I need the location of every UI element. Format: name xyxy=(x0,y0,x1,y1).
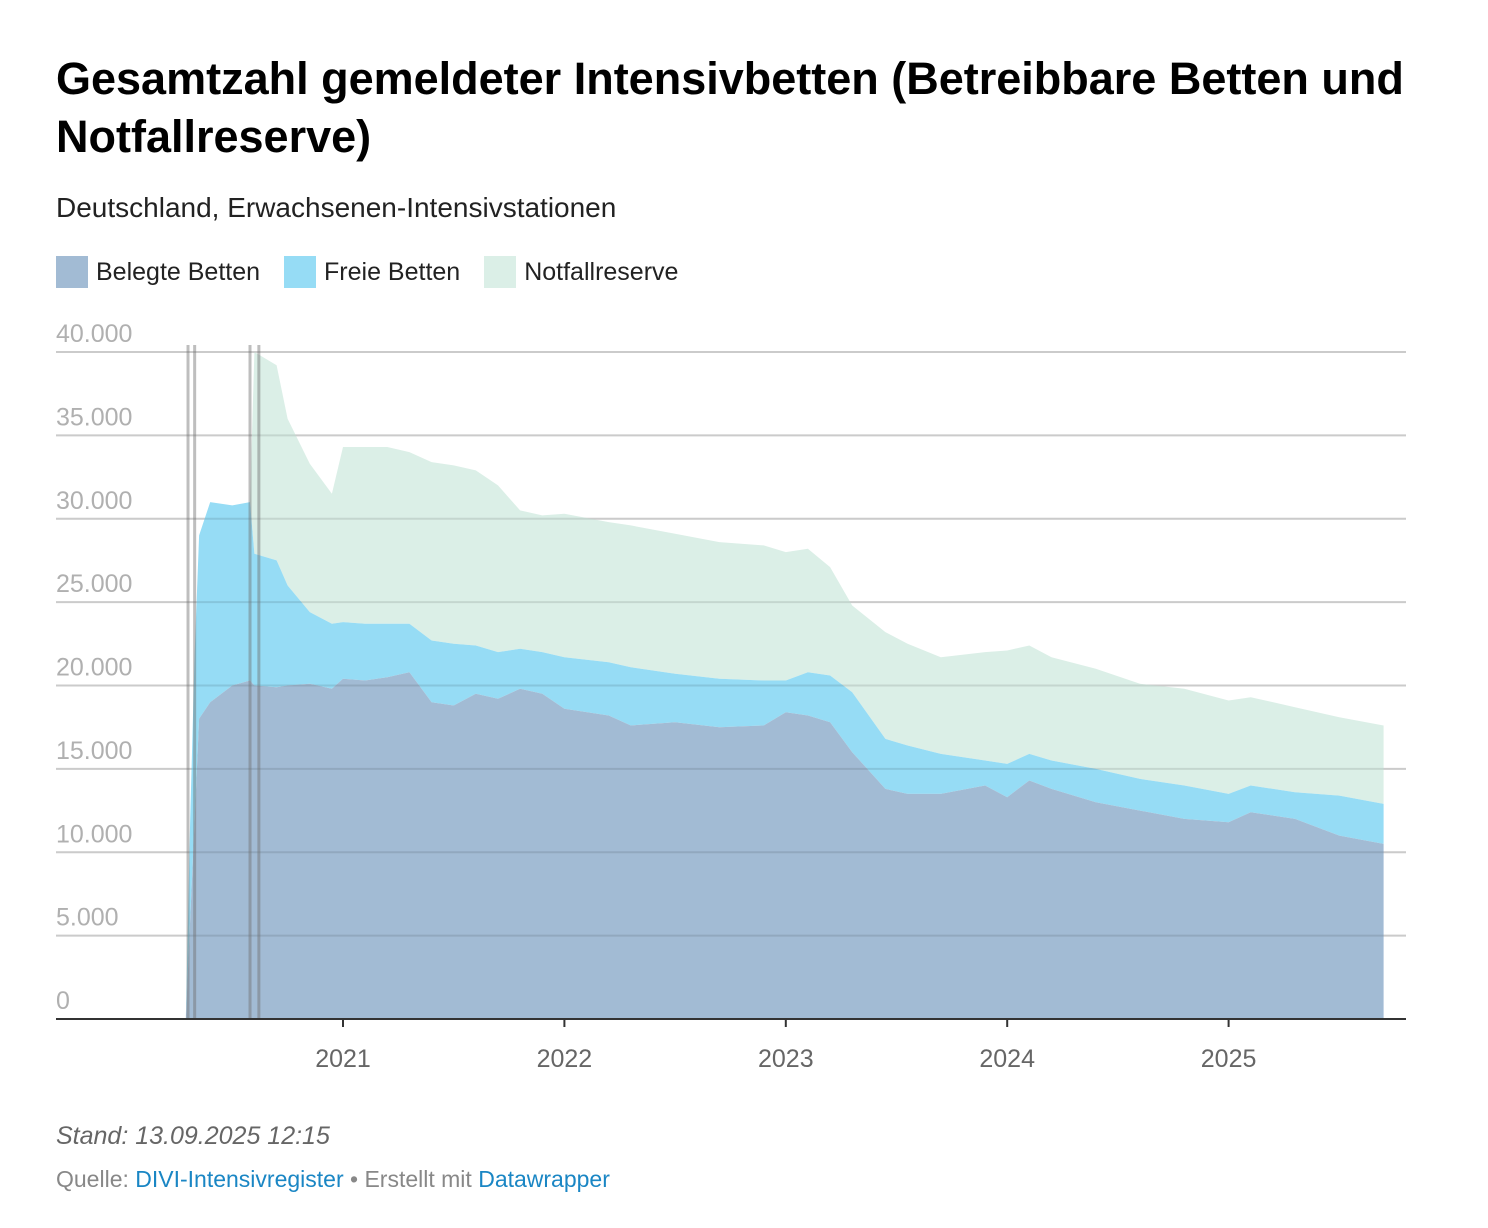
y-tick-label-0: 0 xyxy=(56,987,70,1015)
y-tick-label-25000: 25.000 xyxy=(56,570,132,598)
y-tick-label-40000: 40.000 xyxy=(56,320,132,348)
y-tick-label-15000: 15.000 xyxy=(56,737,132,765)
chart-subtitle: Deutschland, Erwachsenen-Intensivstation… xyxy=(56,192,617,223)
legend: Belegte Betten Freie Betten Notfallreser… xyxy=(56,256,702,288)
area-chart: 0 5.000 10.000 15.000 20.000 25.000 30.000 35.0… xyxy=(56,320,1406,1073)
legend-item-belegte-betten: Belegte Betten xyxy=(56,256,260,288)
y-tick-label-35000: 35.000 xyxy=(56,403,132,431)
y-tick-label-20000: 20.000 xyxy=(56,654,132,682)
x-tick-label-2023: 2023 xyxy=(758,1045,814,1073)
y-tick-label-30000: 30.000 xyxy=(56,487,132,515)
datawrapper-link[interactable]: Datawrapper xyxy=(478,1166,610,1192)
x-tick-label-2021: 2021 xyxy=(315,1045,371,1073)
legend-swatch-freie-betten xyxy=(284,256,317,288)
x-tick-label-2022: 2022 xyxy=(537,1045,593,1073)
area-notfallreserve xyxy=(185,352,1384,1019)
legend-swatch-belegte-betten xyxy=(56,256,88,288)
y-tick-label-10000: 10.000 xyxy=(56,820,132,848)
source-link[interactable]: DIVI-Intensivregister xyxy=(135,1166,344,1192)
legend-label-belegte-betten: Belegte Betten xyxy=(96,257,261,286)
y-tick-label-5000: 5.000 xyxy=(56,904,119,932)
legend-label-notfallreserve: Notfallreserve xyxy=(524,257,679,286)
source-line: Quelle: DIVI-Intensivregister • Erstellt… xyxy=(56,1166,610,1193)
stand-note: Stand: 13.09.2025 12:15 xyxy=(56,1122,330,1150)
legend-item-notfallreserve: Notfallreserve xyxy=(484,256,678,288)
separator-dot: • xyxy=(350,1166,359,1192)
legend-item-freie-betten: Freie Betten xyxy=(284,256,460,288)
x-tick-label-2024: 2024 xyxy=(979,1045,1035,1073)
area-belegte-betten xyxy=(185,672,1384,1019)
chart-title: Gesamtzahl gemeldeter Intensivbetten (Be… xyxy=(56,53,1404,162)
legend-label-freie-betten: Freie Betten xyxy=(324,257,461,286)
legend-swatch-notfallreserve xyxy=(484,256,517,288)
created-prefix: Erstellt mit xyxy=(364,1166,472,1192)
x-tick-label-2025: 2025 xyxy=(1201,1045,1257,1073)
source-prefix: Quelle: xyxy=(56,1166,129,1192)
